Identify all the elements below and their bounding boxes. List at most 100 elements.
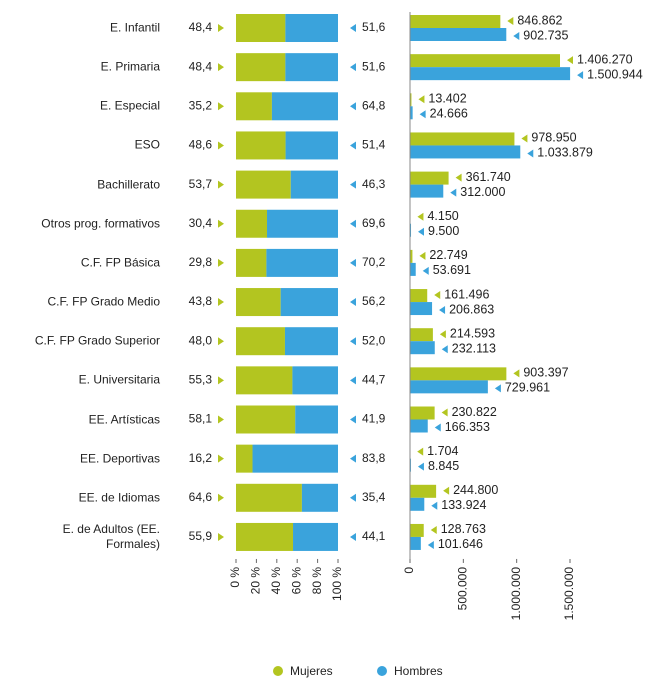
x-tick-label: 0 % bbox=[228, 567, 242, 588]
legend-label: Hombres bbox=[394, 664, 443, 678]
marker bbox=[218, 415, 224, 424]
stacked-bar-segment bbox=[301, 483, 338, 512]
percent-label: 70,2 bbox=[362, 255, 386, 269]
stacked-bar-segment bbox=[236, 522, 294, 551]
marker bbox=[350, 63, 356, 72]
marker bbox=[218, 63, 224, 72]
category-label: E. de Adultos (EE. Formales) bbox=[62, 521, 160, 551]
stacked-bar-segment bbox=[295, 405, 338, 434]
marker bbox=[419, 110, 426, 119]
marker bbox=[218, 180, 224, 189]
value-label: 230.822 bbox=[452, 405, 497, 419]
marker bbox=[350, 298, 356, 307]
stacked-bar-segment bbox=[280, 288, 338, 317]
bar bbox=[410, 132, 515, 146]
bar bbox=[410, 15, 501, 28]
marker bbox=[507, 17, 514, 25]
percent-label: 30,4 bbox=[189, 216, 213, 230]
bar bbox=[410, 184, 444, 198]
marker bbox=[350, 258, 356, 267]
value-label: 206.863 bbox=[449, 302, 494, 316]
percent-label: 46,3 bbox=[362, 177, 386, 191]
marker bbox=[218, 24, 224, 32]
bar bbox=[410, 171, 449, 185]
percent-label: 35,4 bbox=[362, 490, 386, 504]
stacked-bar-segment bbox=[236, 288, 281, 317]
bar bbox=[410, 497, 425, 511]
percent-label: 48,6 bbox=[189, 138, 213, 152]
value-label: 22.749 bbox=[429, 248, 467, 262]
x-tick-label: 0 bbox=[402, 567, 416, 574]
category-label: C.F. FP Grado Medio bbox=[47, 294, 161, 309]
bar bbox=[410, 341, 435, 355]
percent-label: 16,2 bbox=[189, 451, 213, 465]
value-label: 214.593 bbox=[450, 326, 495, 340]
value-label: 128.763 bbox=[441, 522, 486, 536]
stacked-bar-segment bbox=[266, 248, 338, 277]
value-label: 101.646 bbox=[438, 537, 483, 551]
category-label: Otros prog. formativos bbox=[41, 216, 160, 231]
x-tick-label: 60 % bbox=[289, 567, 303, 595]
percent-label: 48,4 bbox=[189, 59, 213, 73]
category-label: EE. de Idiomas bbox=[78, 490, 160, 505]
x-tick-label: 40 % bbox=[269, 567, 283, 595]
bar bbox=[410, 289, 428, 303]
marker bbox=[567, 56, 574, 65]
bar bbox=[410, 67, 571, 81]
bar bbox=[410, 367, 507, 381]
category-label: C.F. FP Grado Superior bbox=[34, 333, 160, 348]
percent-label: 64,6 bbox=[189, 490, 213, 504]
marker bbox=[417, 212, 424, 221]
stacked-bar-segment bbox=[236, 483, 302, 512]
bar bbox=[410, 28, 507, 41]
stacked-bar-segment bbox=[236, 248, 267, 277]
value-label: 9.500 bbox=[428, 224, 459, 238]
percent-label: 29,8 bbox=[189, 255, 213, 269]
marker bbox=[513, 369, 520, 378]
marker bbox=[434, 291, 441, 300]
value-label: 361.740 bbox=[466, 170, 511, 184]
marker bbox=[218, 454, 224, 463]
category-label: E. Primaria bbox=[100, 59, 160, 74]
percent-label: 69,6 bbox=[362, 216, 386, 230]
marker bbox=[443, 486, 450, 495]
value-label: 729.961 bbox=[505, 381, 550, 395]
category-label: EE. Artísticas bbox=[88, 412, 160, 426]
stacked-bar-segment bbox=[236, 131, 286, 160]
stacked-bar-segment bbox=[236, 14, 286, 42]
marker bbox=[218, 376, 224, 385]
bar bbox=[410, 406, 435, 420]
value-label: 232.113 bbox=[452, 341, 496, 355]
marker bbox=[430, 525, 437, 534]
bar bbox=[410, 419, 428, 433]
bar bbox=[410, 523, 424, 537]
marker bbox=[439, 330, 446, 339]
percent-label: 83,8 bbox=[362, 451, 386, 465]
value-label: 1.033.879 bbox=[537, 146, 593, 160]
percent-label: 48,0 bbox=[189, 333, 213, 347]
stacked-bar-segment bbox=[236, 170, 291, 199]
value-label: 4.150 bbox=[427, 209, 458, 223]
stacked-bar-segment bbox=[236, 92, 272, 121]
bar bbox=[410, 145, 521, 159]
value-label: 978.950 bbox=[531, 131, 576, 145]
percent-label: 64,8 bbox=[362, 98, 386, 112]
marker bbox=[450, 188, 457, 197]
stacked-bar-segment bbox=[290, 170, 338, 199]
marker bbox=[427, 540, 434, 549]
marker bbox=[350, 532, 356, 541]
bar bbox=[410, 249, 413, 263]
value-label: 133.924 bbox=[441, 498, 486, 512]
marker bbox=[350, 102, 356, 111]
percent-label: 44,1 bbox=[362, 529, 386, 543]
marker bbox=[455, 173, 462, 182]
marker bbox=[350, 493, 356, 502]
marker bbox=[218, 298, 224, 307]
marker bbox=[218, 141, 224, 150]
x-tick-label: 1.500.000 bbox=[562, 567, 576, 621]
value-label: 53.691 bbox=[433, 263, 471, 277]
marker bbox=[419, 251, 426, 260]
stacked-bar-segment bbox=[236, 53, 286, 82]
percent-label: 55,9 bbox=[189, 529, 213, 543]
